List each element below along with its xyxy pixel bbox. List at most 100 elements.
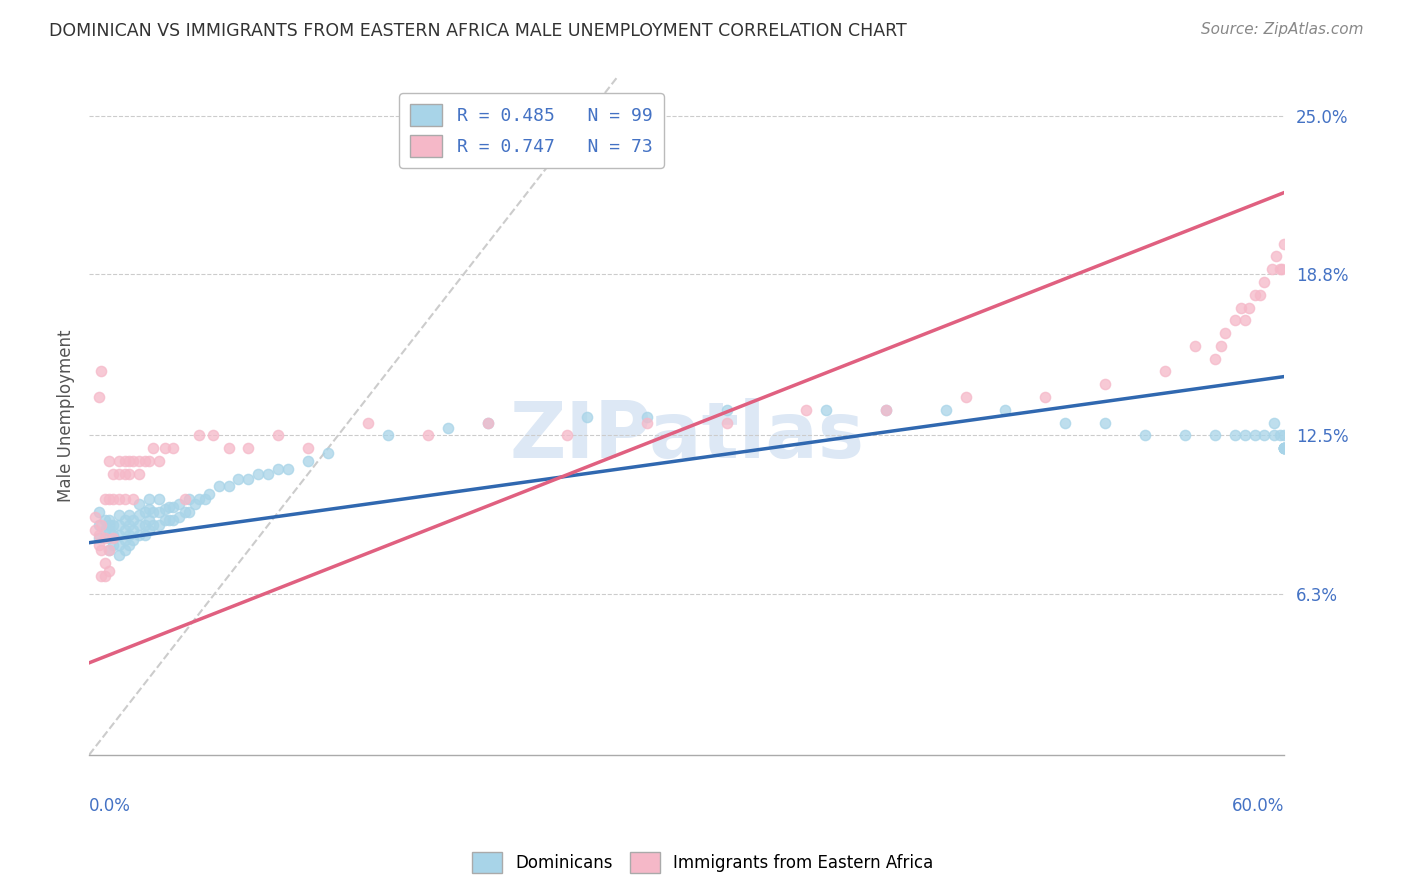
- Point: [416, 428, 439, 442]
- Point: [122, 523, 145, 537]
- Point: [1261, 262, 1284, 277]
- Point: [128, 454, 150, 468]
- Point: [87, 390, 110, 404]
- Point: [114, 492, 136, 507]
- Point: [134, 505, 156, 519]
- Point: [108, 454, 131, 468]
- Text: ZIPatlas: ZIPatlas: [509, 399, 865, 475]
- Point: [128, 517, 150, 532]
- Point: [94, 523, 117, 537]
- Point: [153, 502, 176, 516]
- Point: [238, 441, 260, 455]
- Point: [1054, 416, 1077, 430]
- Point: [87, 531, 110, 545]
- Point: [94, 531, 117, 545]
- Point: [201, 428, 224, 442]
- Point: [1263, 416, 1285, 430]
- Point: [1274, 441, 1296, 455]
- Point: [118, 467, 141, 481]
- Point: [1133, 428, 1156, 442]
- Point: [94, 556, 117, 570]
- Point: [267, 428, 290, 442]
- Text: 60.0%: 60.0%: [1232, 797, 1285, 814]
- Point: [1237, 301, 1260, 315]
- Point: [194, 492, 217, 507]
- Point: [555, 428, 578, 442]
- Point: [1274, 441, 1296, 455]
- Point: [162, 500, 184, 514]
- Point: [134, 517, 156, 532]
- Point: [1271, 262, 1294, 277]
- Point: [187, 428, 209, 442]
- Point: [87, 505, 110, 519]
- Y-axis label: Male Unemployment: Male Unemployment: [58, 330, 75, 502]
- Point: [101, 531, 124, 545]
- Point: [98, 564, 121, 578]
- Point: [1243, 428, 1265, 442]
- Legend: Dominicans, Immigrants from Eastern Africa: Dominicans, Immigrants from Eastern Afri…: [465, 846, 941, 880]
- Point: [94, 492, 117, 507]
- Point: [122, 513, 145, 527]
- Point: [108, 492, 131, 507]
- Point: [108, 508, 131, 522]
- Point: [218, 479, 240, 493]
- Point: [118, 517, 141, 532]
- Point: [636, 416, 658, 430]
- Point: [162, 513, 184, 527]
- Point: [142, 441, 165, 455]
- Point: [148, 492, 170, 507]
- Point: [122, 533, 145, 548]
- Point: [94, 569, 117, 583]
- Point: [101, 538, 124, 552]
- Point: [114, 467, 136, 481]
- Point: [1223, 428, 1246, 442]
- Point: [98, 517, 121, 532]
- Point: [815, 402, 838, 417]
- Point: [1213, 326, 1236, 340]
- Point: [1274, 441, 1296, 455]
- Point: [84, 510, 107, 524]
- Point: [118, 528, 141, 542]
- Point: [1274, 441, 1296, 455]
- Point: [1153, 364, 1175, 378]
- Point: [157, 513, 180, 527]
- Text: 0.0%: 0.0%: [89, 797, 131, 814]
- Point: [90, 569, 112, 583]
- Point: [108, 517, 131, 532]
- Point: [636, 410, 658, 425]
- Point: [101, 517, 124, 532]
- Point: [1270, 262, 1292, 277]
- Point: [118, 508, 141, 522]
- Point: [247, 467, 270, 481]
- Point: [173, 492, 195, 507]
- Point: [238, 472, 260, 486]
- Point: [1274, 441, 1296, 455]
- Point: [1094, 377, 1116, 392]
- Point: [875, 402, 897, 417]
- Point: [98, 523, 121, 537]
- Point: [1253, 428, 1275, 442]
- Point: [114, 454, 136, 468]
- Point: [98, 513, 121, 527]
- Point: [114, 523, 136, 537]
- Point: [1253, 275, 1275, 289]
- Point: [477, 416, 499, 430]
- Point: [114, 513, 136, 527]
- Point: [134, 454, 156, 468]
- Point: [148, 517, 170, 532]
- Point: [297, 441, 319, 455]
- Point: [114, 543, 136, 558]
- Point: [716, 402, 738, 417]
- Point: [142, 505, 165, 519]
- Point: [187, 492, 209, 507]
- Point: [108, 549, 131, 563]
- Point: [955, 390, 977, 404]
- Point: [138, 502, 160, 516]
- Point: [101, 467, 124, 481]
- Point: [207, 479, 229, 493]
- Point: [108, 538, 131, 552]
- Point: [277, 461, 299, 475]
- Point: [477, 416, 499, 430]
- Point: [90, 517, 112, 532]
- Point: [1274, 236, 1296, 251]
